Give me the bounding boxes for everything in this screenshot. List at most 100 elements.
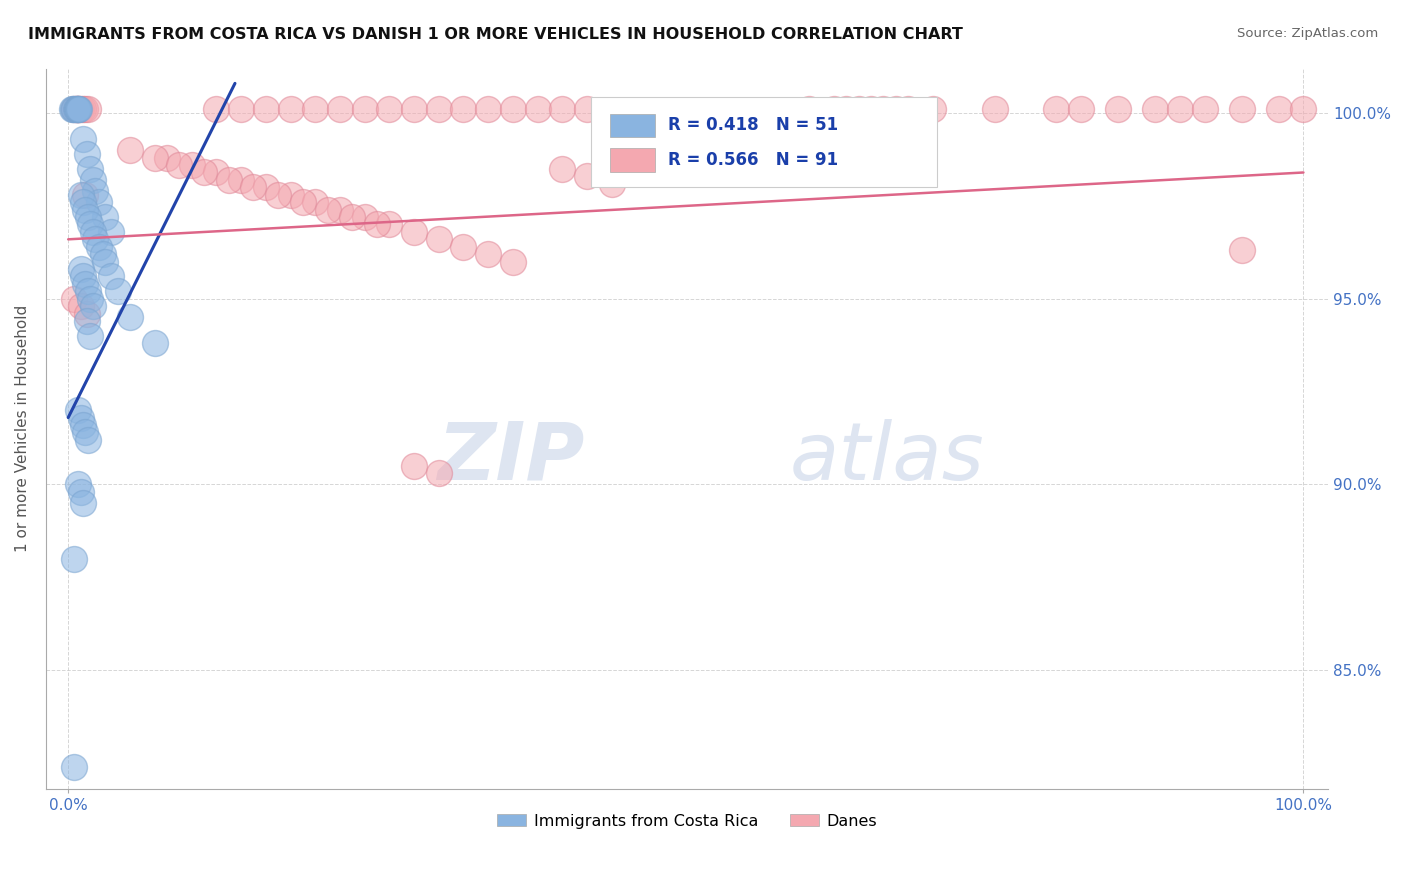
FancyBboxPatch shape (610, 148, 655, 171)
Point (502, 103, 524, 117)
Point (551, 103, 574, 117)
Point (79, 329, 101, 343)
Point (1070, 103, 1092, 117)
FancyBboxPatch shape (610, 114, 655, 137)
Text: atlas: atlas (790, 418, 984, 497)
Point (254, 103, 277, 117)
Point (72, 269, 94, 284)
Point (1168, 103, 1191, 117)
Point (254, 180, 277, 194)
Point (291, 195, 314, 210)
Point (169, 158, 191, 172)
Point (143, 336, 166, 351)
FancyBboxPatch shape (591, 97, 936, 187)
Point (69, 262, 91, 277)
Point (77, 103, 100, 117)
Point (316, 202, 339, 217)
Point (60, 103, 83, 117)
Point (353, 103, 375, 117)
Point (118, 143, 141, 157)
Point (1045, 103, 1067, 117)
Point (427, 232, 450, 246)
Point (1107, 103, 1129, 117)
Point (453, 240, 475, 254)
Point (66, 103, 89, 117)
Point (551, 161, 574, 176)
Point (280, 187, 302, 202)
Point (100, 269, 122, 284)
Point (242, 180, 264, 194)
Point (799, 103, 821, 117)
Point (72, 132, 94, 146)
Point (353, 210, 375, 224)
Point (404, 225, 426, 239)
Point (62, 103, 84, 117)
Point (69, 187, 91, 202)
Point (100, 225, 122, 239)
Point (63, 103, 86, 117)
Point (69, 484, 91, 499)
Point (72, 195, 94, 210)
Point (304, 195, 326, 210)
Point (366, 218, 388, 232)
Point (65, 103, 87, 117)
Point (180, 158, 202, 172)
Point (404, 103, 426, 117)
Point (835, 103, 858, 117)
Point (67, 103, 90, 117)
Point (75, 202, 97, 217)
Point (76, 314, 98, 328)
Point (67, 103, 90, 117)
Point (84, 184, 107, 198)
Point (205, 165, 228, 179)
Point (600, 177, 623, 191)
Point (67, 477, 90, 491)
Point (66, 103, 89, 117)
Point (63, 103, 86, 117)
Point (477, 247, 499, 261)
Point (1267, 103, 1289, 117)
Point (872, 103, 894, 117)
Point (77, 433, 100, 447)
Point (156, 151, 179, 165)
Point (1230, 103, 1253, 117)
Point (75, 103, 97, 117)
Point (75, 425, 97, 440)
Point (65, 103, 87, 117)
Point (404, 458, 426, 473)
Point (72, 496, 94, 510)
Point (884, 103, 907, 117)
Point (76, 307, 98, 321)
Point (79, 218, 101, 232)
Point (82, 299, 104, 313)
Point (231, 103, 253, 117)
Point (378, 218, 401, 232)
Point (1144, 103, 1167, 117)
Point (427, 103, 450, 117)
Point (66, 103, 89, 117)
Point (94, 210, 117, 224)
Y-axis label: 1 or more Vehicles in Household: 1 or more Vehicles in Household (15, 305, 30, 552)
Point (63, 759, 86, 773)
Point (193, 165, 215, 179)
Point (921, 103, 943, 117)
Point (280, 103, 302, 117)
Text: Source: ZipAtlas.com: Source: ZipAtlas.com (1237, 27, 1378, 40)
Point (118, 310, 141, 325)
Point (453, 103, 475, 117)
Point (378, 103, 401, 117)
Point (69, 410, 91, 425)
Point (69, 103, 91, 117)
Point (143, 151, 166, 165)
Point (76, 147, 98, 161)
Text: ZIP: ZIP (437, 418, 585, 497)
Point (342, 210, 364, 224)
Text: R = 0.418   N = 51: R = 0.418 N = 51 (668, 116, 838, 134)
Point (75, 277, 97, 291)
Point (94, 254, 117, 268)
Point (897, 103, 920, 117)
Point (427, 467, 450, 481)
Text: R = 0.566   N = 91: R = 0.566 N = 91 (668, 151, 838, 169)
Point (77, 210, 100, 224)
Point (477, 103, 499, 117)
